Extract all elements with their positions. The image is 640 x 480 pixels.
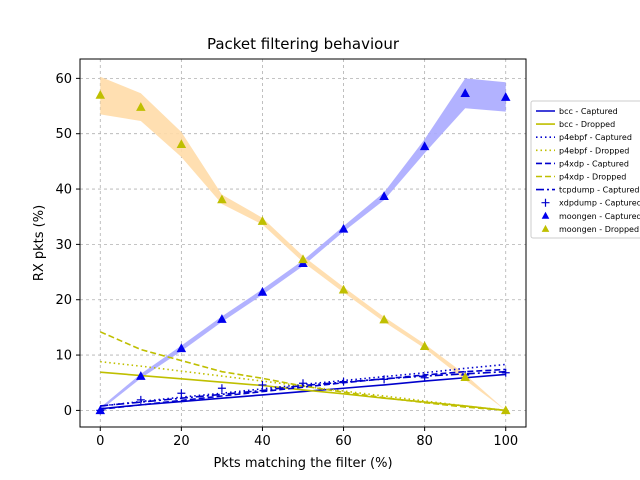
moongen-dropped-point xyxy=(298,254,308,264)
legend-label-p4ebpf-captured: p4ebpf - Captured xyxy=(559,133,632,142)
y-tick-label: 40 xyxy=(55,183,72,198)
moongen-captured-point xyxy=(95,405,106,415)
x-axis-ticks: 0 20 40 60 80 100 xyxy=(96,427,518,449)
y-axis-ticks: 0 10 20 30 40 50 60 xyxy=(55,72,80,419)
legend-label-bcc-captured: bcc - Captured xyxy=(559,107,618,116)
legend-label-moongen-captured: moongen - Captured xyxy=(559,212,640,221)
moongen-captured-point xyxy=(257,286,268,296)
plot-frame xyxy=(79,58,527,428)
xdpdump-captured-point xyxy=(339,377,348,386)
legend-label-moongen-dropped: moongen - Dropped xyxy=(559,225,639,234)
series-markers xyxy=(95,88,511,415)
moongen-captured-point xyxy=(460,88,470,98)
xdpdump-captured-point xyxy=(217,384,226,393)
moongen-dropped-point xyxy=(95,89,106,99)
xdpdump-captured-point xyxy=(136,395,145,404)
legend-label-p4ebpf-dropped: p4ebpf - Dropped xyxy=(559,146,629,155)
x-tick-label: 0 xyxy=(96,434,104,449)
moongen-captured-point xyxy=(338,223,349,233)
moongen-dropped-point xyxy=(379,314,389,324)
moongen-dropped-point xyxy=(136,102,146,111)
moongen-dropped-point xyxy=(338,284,349,294)
x-tick-label: 80 xyxy=(416,434,433,449)
y-tick-label: 30 xyxy=(55,238,72,253)
y-axis-label: RX pkts (%) xyxy=(32,205,47,281)
moongen-captured-point xyxy=(500,92,511,101)
moongen-dropped-point xyxy=(217,194,227,204)
xdpdump-captured-point xyxy=(501,368,510,377)
grid xyxy=(80,59,526,427)
xdpdump-captured-point xyxy=(258,380,267,389)
moongen-dropped-point xyxy=(176,139,187,148)
p4ebpf-dropped-line xyxy=(100,360,506,412)
legend-label-bcc-dropped: bcc - Dropped xyxy=(559,120,615,129)
xdpdump-captured-point xyxy=(380,375,389,384)
moongen-captured-point xyxy=(136,371,146,380)
moongen-dropped-point xyxy=(257,216,268,225)
x-tick-label: 40 xyxy=(254,434,271,449)
moongen-captured-point xyxy=(379,191,389,200)
moongen-dropped-point xyxy=(500,405,511,415)
chart-title: Packet filtering behaviour xyxy=(207,35,400,53)
legend-marker-moongen-captured xyxy=(541,211,550,219)
legend-label-xdpdump-captured: xdpdump - Captured xyxy=(559,199,640,208)
moongen-captured-point xyxy=(419,141,430,151)
xdpdump-captured-point xyxy=(420,373,429,382)
moongen-dropped-point xyxy=(460,372,470,381)
y-tick-label: 10 xyxy=(55,349,72,364)
x-axis-label: Pkts matching the filter (%) xyxy=(213,456,392,471)
moongen-dropped-point xyxy=(419,341,430,350)
xdpdump-captured-point xyxy=(299,379,307,388)
x-tick-label: 100 xyxy=(493,434,518,449)
xdpdump-captured-point xyxy=(177,389,186,398)
legend: bcc - Captured bcc - Dropped p4ebpf - Capt… xyxy=(530,100,640,239)
y-tick-label: 50 xyxy=(55,127,72,142)
legend-marker-moongen-dropped xyxy=(541,224,550,232)
legend-box xyxy=(530,100,640,239)
legend-label-p4xdp-dropped: p4xdp - Dropped xyxy=(559,173,626,182)
moongen-captured-point xyxy=(217,314,227,323)
legend-label-tcpdump-captured: tcpdump - Captured xyxy=(559,186,640,195)
legend-label-p4xdp-captured: p4xdp - Captured xyxy=(559,159,629,168)
y-tick-label: 60 xyxy=(55,72,72,87)
y-tick-label: 20 xyxy=(55,293,72,308)
y-tick-label: 0 xyxy=(64,404,72,419)
plot-area xyxy=(79,58,527,428)
x-tick-label: 20 xyxy=(173,434,190,449)
legend-marker-xdpdump-captured xyxy=(541,198,550,207)
x-tick-label: 60 xyxy=(335,434,352,449)
moongen-captured-point xyxy=(176,343,187,353)
